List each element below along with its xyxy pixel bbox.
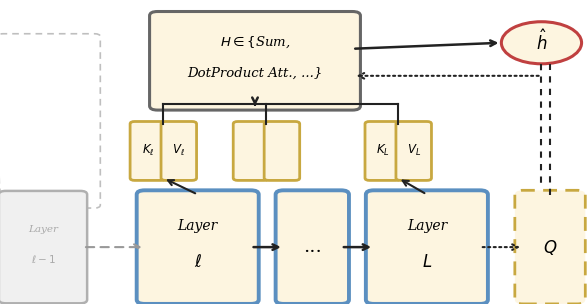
Circle shape <box>502 22 582 64</box>
FancyBboxPatch shape <box>515 190 585 304</box>
Text: Layer: Layer <box>28 225 58 233</box>
Text: $\ell - 1$: $\ell - 1$ <box>31 253 55 265</box>
Text: $V_L$: $V_L$ <box>407 143 421 158</box>
Text: ...: ... <box>303 238 322 256</box>
FancyBboxPatch shape <box>366 190 488 304</box>
FancyBboxPatch shape <box>264 122 300 180</box>
FancyBboxPatch shape <box>130 122 166 180</box>
FancyBboxPatch shape <box>276 190 349 304</box>
Text: DotProduct Att., ...}: DotProduct Att., ...} <box>188 66 323 79</box>
Text: $K_L$: $K_L$ <box>376 143 390 158</box>
FancyBboxPatch shape <box>0 191 87 303</box>
FancyBboxPatch shape <box>136 190 259 304</box>
Text: $V_\ell$: $V_\ell$ <box>172 143 185 158</box>
Text: Layer: Layer <box>178 219 218 233</box>
FancyBboxPatch shape <box>365 122 400 180</box>
Text: $Q$: $Q$ <box>543 238 557 257</box>
Text: Layer: Layer <box>407 219 447 233</box>
FancyBboxPatch shape <box>149 12 360 110</box>
Text: $K_\ell$: $K_\ell$ <box>142 143 154 158</box>
Text: $\ell$: $\ell$ <box>193 254 202 271</box>
Text: $\hat{h}$: $\hat{h}$ <box>536 29 547 54</box>
Text: $H \in \{$Sum,: $H \in \{$Sum, <box>220 35 290 50</box>
FancyBboxPatch shape <box>233 122 269 180</box>
FancyBboxPatch shape <box>161 122 196 180</box>
FancyBboxPatch shape <box>396 122 432 180</box>
Text: $L$: $L$ <box>422 254 432 271</box>
